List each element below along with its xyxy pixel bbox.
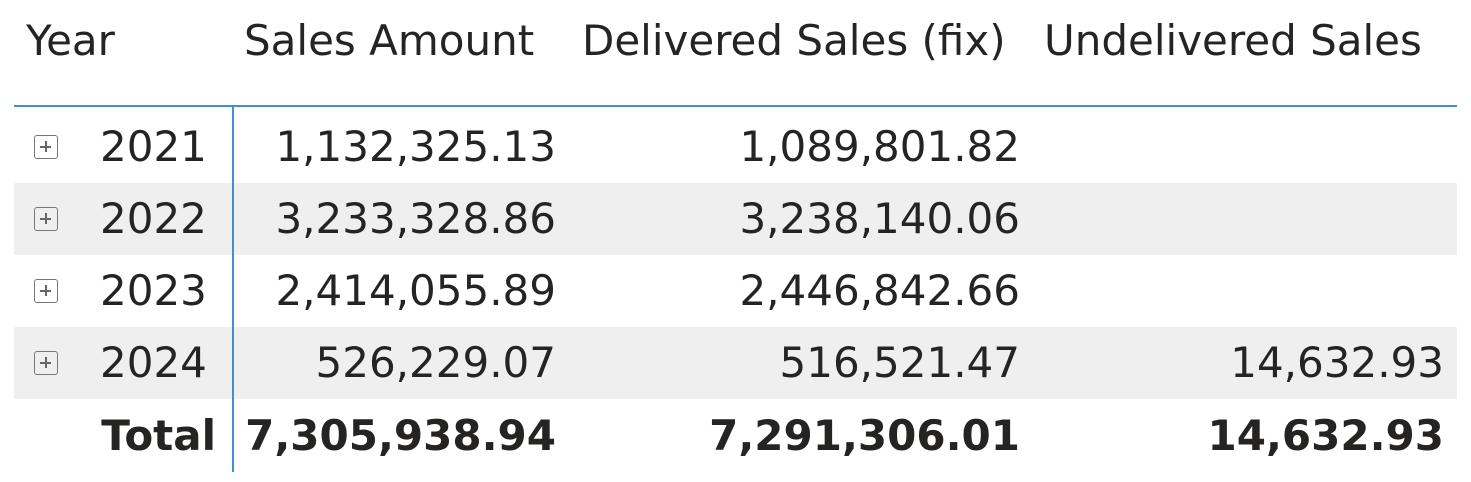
- undelivered-sales-cell: [1034, 183, 1444, 255]
- expand-icon[interactable]: [34, 351, 58, 375]
- row-header-divider: [232, 107, 234, 472]
- total-delivered-sales: 7,291,306.01: [709, 411, 1020, 460]
- column-header-delivered-sales-fix[interactable]: Delivered Sales (fix): [582, 16, 1006, 65]
- year-cell: 2023: [100, 266, 207, 315]
- delivered-sales-cell: 516,521.47: [779, 338, 1020, 387]
- sales-amount-cell: 3,233,328.86: [275, 194, 556, 243]
- total-row: Total 7,305,938.94 7,291,306.01 14,632.9…: [14, 400, 1457, 472]
- column-header-undelivered-sales[interactable]: Undelivered Sales: [1044, 16, 1422, 65]
- undelivered-sales-cell: 14,632.93: [1230, 338, 1444, 387]
- delivered-sales-cell: 3,238,140.06: [739, 194, 1020, 243]
- expand-icon[interactable]: [34, 207, 58, 231]
- expand-icon[interactable]: [34, 135, 58, 159]
- undelivered-sales-cell: [1034, 255, 1444, 327]
- year-cell: 2024: [100, 338, 207, 387]
- table-row: 2021 1,132,325.13 1,089,801.82: [14, 111, 1457, 183]
- column-header-year[interactable]: Year: [26, 16, 115, 65]
- undelivered-sales-cell: [1034, 111, 1444, 183]
- column-header-sales-amount[interactable]: Sales Amount: [244, 16, 535, 65]
- total-undelivered-sales: 14,632.93: [1207, 411, 1444, 460]
- sales-amount-cell: 526,229.07: [315, 338, 556, 387]
- delivered-sales-cell: 2,446,842.66: [739, 266, 1020, 315]
- table-row: 2023 2,414,055.89 2,446,842.66: [14, 255, 1457, 327]
- sales-amount-cell: 2,414,055.89: [275, 266, 556, 315]
- sales-amount-cell: 1,132,325.13: [275, 122, 556, 171]
- total-label: Total: [101, 411, 216, 460]
- year-cell: 2022: [100, 194, 207, 243]
- table-row: 2022 3,233,328.86 3,238,140.06: [14, 183, 1457, 255]
- table-row: 2024 526,229.07 516,521.47 14,632.93: [14, 327, 1457, 399]
- total-sales-amount: 7,305,938.94: [245, 411, 556, 460]
- header-row: Year Sales Amount Delivered Sales (fix) …: [14, 0, 1457, 107]
- matrix-table: Year Sales Amount Delivered Sales (fix) …: [14, 0, 1457, 482]
- year-cell: 2021: [100, 122, 207, 171]
- expand-icon[interactable]: [34, 279, 58, 303]
- delivered-sales-cell: 1,089,801.82: [739, 122, 1020, 171]
